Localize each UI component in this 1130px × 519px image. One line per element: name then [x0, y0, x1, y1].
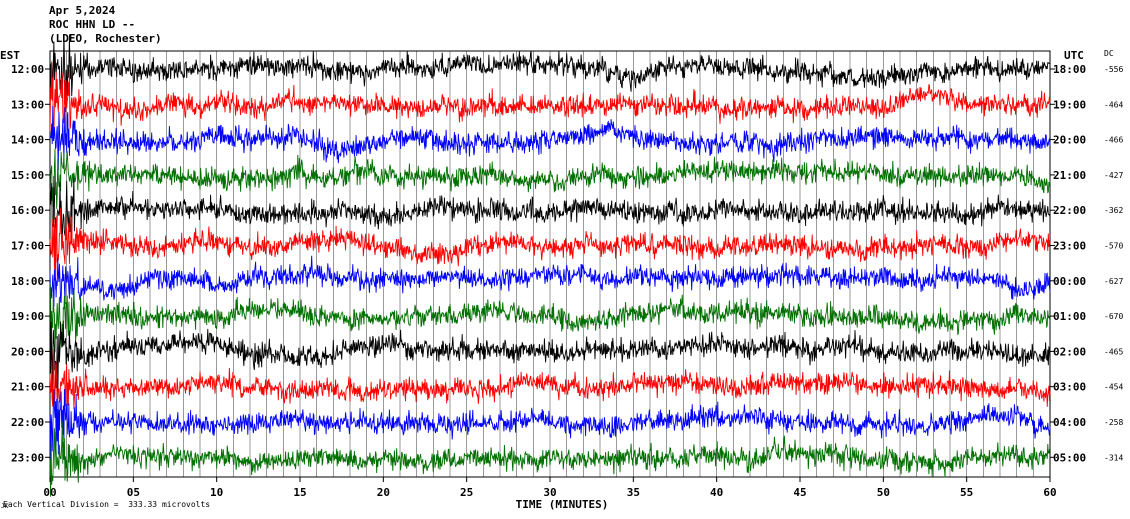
trace-line: [49, 421, 1051, 497]
x-tick-label: 00: [43, 486, 56, 499]
dc-offset-label: -670: [1104, 312, 1123, 321]
trace-line: [49, 175, 1051, 244]
utc-time-label: 02:00: [1053, 345, 1086, 358]
dc-offset-label: -570: [1104, 242, 1123, 251]
x-tick-label: 25: [460, 486, 473, 499]
est-time-label: 20:00: [11, 345, 44, 358]
est-time-label: 19:00: [11, 310, 44, 323]
x-tick-label: 30: [543, 486, 556, 499]
utc-time-label: 22:00: [1053, 204, 1086, 217]
trace-line: [49, 388, 1051, 463]
x-tick-label: 35: [627, 486, 640, 499]
x-tick-label: 60: [1043, 486, 1056, 499]
x-tick-label: 50: [877, 486, 890, 499]
utc-time-label: 18:00: [1053, 63, 1086, 76]
utc-time-label: 00:00: [1053, 275, 1086, 288]
dc-offset-label: -466: [1104, 136, 1123, 145]
est-time-label: 14:00: [11, 134, 44, 147]
utc-time-label: 05:00: [1053, 451, 1086, 464]
dc-offset-label: -627: [1104, 277, 1123, 286]
trace-line: [49, 348, 1051, 414]
dc-offset-label: -556: [1104, 65, 1123, 74]
trace-line: [49, 105, 1051, 171]
est-time-label: 22:00: [11, 416, 44, 429]
dc-offset-label: -464: [1104, 100, 1123, 109]
est-time-label: 17:00: [11, 240, 44, 253]
utc-time-label: 19:00: [1053, 98, 1086, 111]
trace-line: [49, 207, 1051, 290]
utc-time-label: 20:00: [1053, 134, 1086, 147]
est-time-label: 12:00: [11, 63, 44, 76]
dc-offset-label: -465: [1104, 347, 1123, 356]
utc-time-label: 04:00: [1053, 416, 1086, 429]
trace-line: [49, 283, 1051, 360]
network-label: (LDEO, Rochester): [49, 32, 162, 45]
x-tick-label: 40: [710, 486, 723, 499]
est-zone-label: EST: [0, 49, 20, 62]
trace-line: [49, 320, 1051, 400]
est-time-label: 16:00: [11, 204, 44, 217]
scale-footer: Each Vertical Division = 333.33 microvol…: [3, 500, 211, 509]
trace-line: [49, 34, 1051, 106]
utc-time-label: 03:00: [1053, 381, 1086, 394]
utc-time-label: 21:00: [1053, 169, 1086, 182]
utc-zone-label: UTC: [1064, 49, 1084, 62]
est-time-label: 13:00: [11, 98, 44, 111]
date-label: Apr 5,2024: [49, 4, 116, 17]
utc-time-label: 01:00: [1053, 310, 1086, 323]
x-axis-title: TIME (MINUTES): [516, 498, 609, 511]
dc-offset-label: -258: [1104, 418, 1123, 427]
dc-header-label: DC: [1104, 49, 1114, 58]
trace-line: [49, 255, 1051, 307]
dc-offset-label: -314: [1104, 453, 1123, 462]
x-tick-label: 10: [210, 486, 223, 499]
est-time-label: 23:00: [11, 451, 44, 464]
dc-offset-label: -427: [1104, 171, 1123, 180]
x-tick-label: 20: [377, 486, 390, 499]
x-tick-label: 55: [960, 486, 973, 499]
x-tick-label: 05: [127, 486, 140, 499]
est-time-label: 15:00: [11, 169, 44, 182]
corner-mark: JK: [1, 503, 9, 510]
dc-offset-label: -362: [1104, 206, 1123, 215]
x-tick-label: 45: [793, 486, 806, 499]
trace-line: [49, 61, 1051, 137]
utc-time-label: 23:00: [1053, 240, 1086, 253]
dc-offset-label: -454: [1104, 383, 1123, 392]
trace-line: [49, 148, 1051, 209]
station-label: ROC HHN LD --: [49, 18, 136, 31]
est-time-label: 21:00: [11, 381, 44, 394]
est-time-label: 18:00: [11, 275, 44, 288]
x-tick-label: 15: [293, 486, 306, 499]
